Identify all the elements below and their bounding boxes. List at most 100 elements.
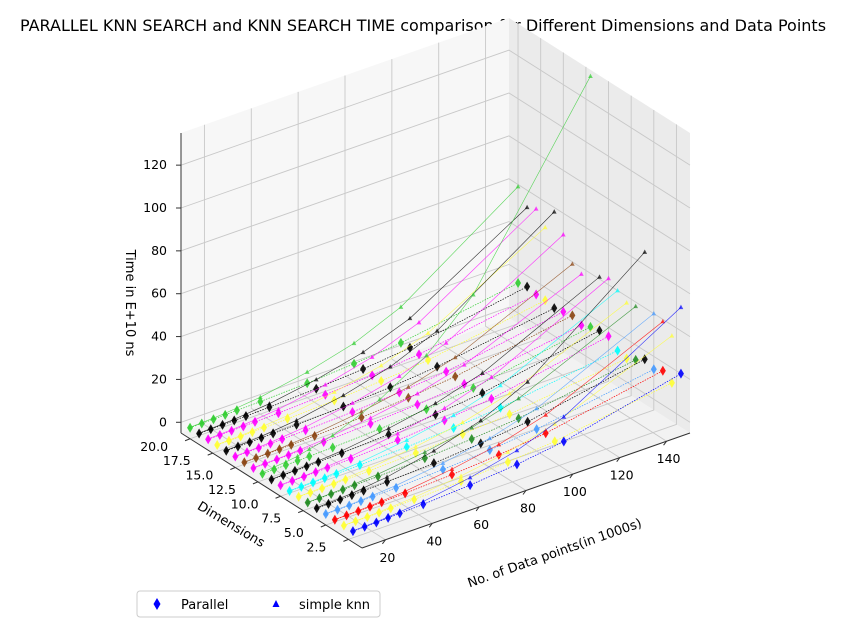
y-gridline <box>257 66 587 483</box>
parallel-point <box>280 470 287 481</box>
simple-knn-line <box>298 302 627 497</box>
simple-knn-point <box>460 419 465 425</box>
y-tick-label: 17.5 <box>163 453 191 468</box>
simple-knn-point <box>377 397 382 402</box>
parallel-point <box>632 354 639 365</box>
simple-knn-line <box>235 234 564 457</box>
y-gridline <box>348 124 677 540</box>
parallel-point <box>367 418 374 429</box>
parallel-point <box>320 436 327 447</box>
parallel-point <box>421 453 428 464</box>
simple-knn-point <box>533 206 539 211</box>
y-tick-label: 15.0 <box>185 468 213 483</box>
parallel-point <box>504 457 511 468</box>
parallel-point <box>285 450 292 461</box>
parallel-point <box>322 508 329 519</box>
parallel-point <box>340 401 347 412</box>
parallel-point <box>225 435 232 446</box>
y-axis-line <box>180 432 363 549</box>
parallel-point <box>187 422 194 433</box>
chart-title: PARALLEL KNN SEARCH and KNN SEARCH TIME … <box>20 16 826 35</box>
legend-simple-knn-label: simple knn <box>299 598 370 613</box>
simple-knn-point <box>330 432 336 438</box>
parallel-point <box>376 423 383 434</box>
x-tick-mark <box>522 490 527 495</box>
simple-knn-point <box>398 304 404 309</box>
parallel-point <box>312 467 319 478</box>
legend-parallel-label: Parallel <box>181 598 228 613</box>
x-tick-label: 80 <box>520 501 536 516</box>
simple-knn-point <box>579 271 584 276</box>
parallel-point <box>264 448 271 459</box>
simple-knn-point <box>413 444 419 449</box>
parallel-point <box>207 424 214 435</box>
simple-knn-line <box>198 207 528 434</box>
simple-knn-point <box>534 405 539 411</box>
parallel-point <box>337 494 344 505</box>
parallel-point <box>348 490 355 501</box>
simple-knn-point <box>606 275 611 281</box>
parallel-point <box>313 503 320 514</box>
y-tick-mark <box>343 538 349 542</box>
parallel-point <box>222 409 229 420</box>
simple-knn-point <box>507 390 512 396</box>
parallel-point <box>378 497 385 508</box>
simple-knn-point <box>442 405 447 410</box>
parallel-line <box>325 368 654 515</box>
x-tick-mark <box>569 473 574 479</box>
parallel-point <box>488 393 495 404</box>
parallel-point <box>448 469 455 480</box>
simple-knn-line <box>280 278 609 486</box>
simple-knn-point <box>416 319 422 325</box>
parallel-point <box>288 439 295 450</box>
parallel-point <box>396 508 403 519</box>
simple-knn-point <box>505 449 511 454</box>
parallel-point <box>346 500 353 511</box>
simple-knn-line <box>244 263 573 463</box>
parallel-point <box>506 409 513 420</box>
simple-knn-point <box>350 400 355 405</box>
simple-knn-point <box>524 204 530 210</box>
parallel-point <box>365 465 372 476</box>
parallel-point <box>311 430 318 441</box>
parallel-point <box>324 462 331 473</box>
parallel-point <box>434 361 441 372</box>
parallel-point <box>369 370 376 381</box>
parallel-point <box>333 468 340 479</box>
simple-knn-point <box>440 460 446 465</box>
parallel-point <box>300 471 307 482</box>
y-tick-mark <box>297 510 304 514</box>
parallel-line <box>189 282 519 429</box>
simple-knn-line <box>189 186 519 428</box>
simple-knn-point <box>498 382 503 388</box>
parallel-point <box>268 474 275 485</box>
y-gridline <box>303 95 632 512</box>
simple-knn-point <box>516 395 521 401</box>
parallel-point <box>232 451 239 462</box>
simple-knn-point <box>551 209 557 214</box>
parallel-point <box>310 477 317 488</box>
parallel-point <box>641 354 648 365</box>
parallel-point <box>385 512 392 523</box>
parallel-point <box>411 494 418 505</box>
simple-knn-point <box>386 425 391 431</box>
parallel-point <box>468 434 475 445</box>
simple-knn-point <box>360 349 366 355</box>
parallel-point <box>343 510 350 521</box>
x-tick-label: 40 <box>426 533 442 548</box>
simple-knn-line <box>307 306 636 503</box>
parallel-point <box>614 345 621 356</box>
parallel-line <box>235 311 564 457</box>
parallel-point <box>524 281 531 292</box>
simple-knn-point <box>313 377 319 382</box>
parallel-point <box>403 442 410 452</box>
x-tick-label: 120 <box>610 468 634 483</box>
simple-knn-point <box>304 369 310 374</box>
simple-knn-point <box>415 391 420 396</box>
simple-knn-point <box>478 417 484 423</box>
parallel-point <box>347 453 354 464</box>
parallel-point <box>266 402 273 413</box>
parallel-point <box>355 506 362 517</box>
simple-knn-point <box>341 392 346 398</box>
simple-knn-point <box>615 287 620 293</box>
